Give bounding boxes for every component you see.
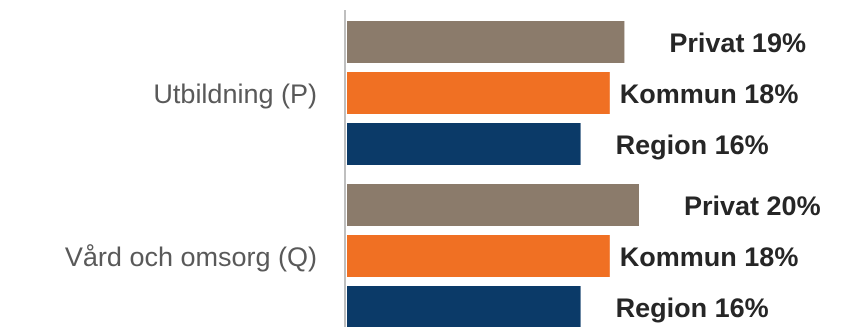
bar-region <box>347 286 581 327</box>
data-label-kommun: Kommun 18% <box>620 242 799 272</box>
data-label-privat: Privat 19% <box>669 28 806 58</box>
bar-region <box>347 123 581 165</box>
bar-kommun <box>347 72 610 114</box>
category-label: Utbildning (P) <box>153 79 317 109</box>
category-label: Vård och omsorg (Q) <box>65 242 317 272</box>
bar-kommun <box>347 235 610 277</box>
data-label-privat: Privat 20% <box>684 191 821 221</box>
data-label-region: Region 16% <box>616 293 769 323</box>
data-label-kommun: Kommun 18% <box>620 79 799 109</box>
data-label-region: Region 16% <box>616 130 769 160</box>
bar-privat <box>347 21 625 63</box>
bar-privat <box>347 184 639 226</box>
